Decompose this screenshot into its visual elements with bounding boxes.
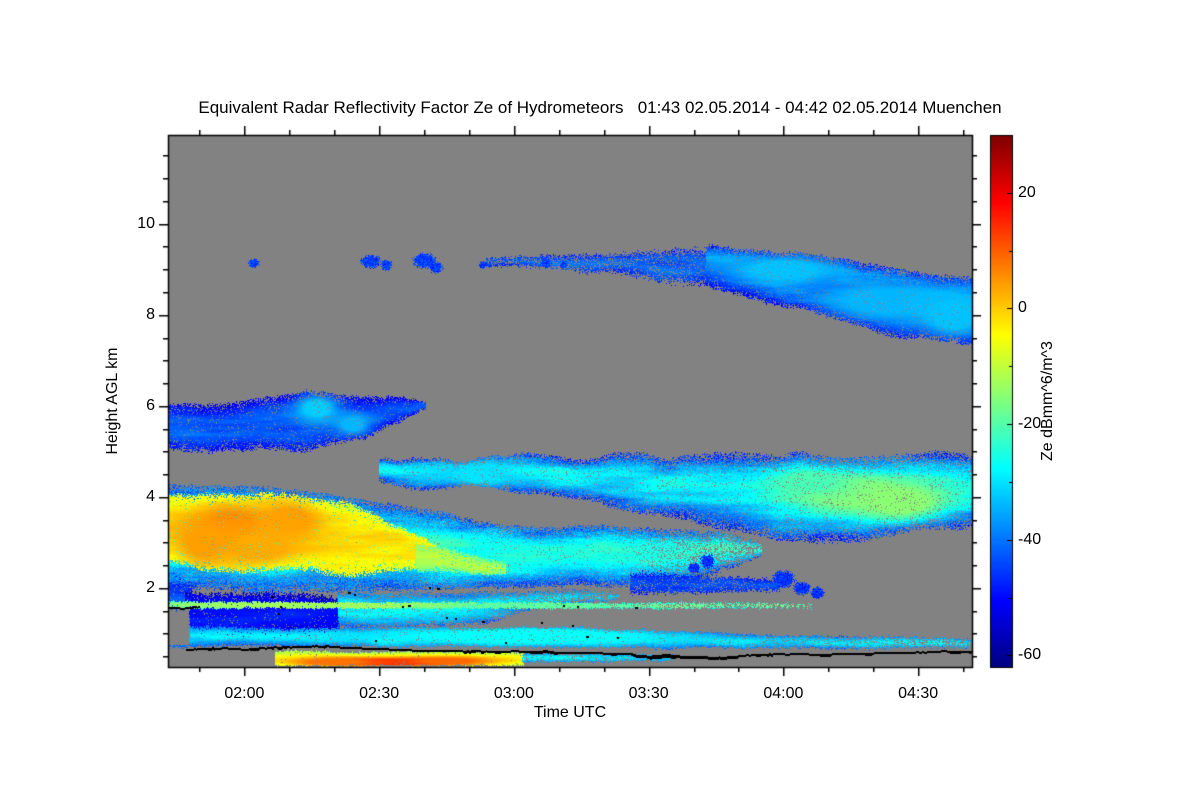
- colorbar-tick-label: 20: [1018, 183, 1036, 201]
- y-tick-label: 8: [146, 305, 155, 323]
- y-tick-label: 4: [146, 487, 155, 505]
- chart-title: Equivalent Radar Reflectivity Factor Ze …: [198, 98, 1002, 117]
- colorbar-tick-label: -20: [1018, 415, 1042, 433]
- x-tick-label: 04:30: [898, 685, 939, 702]
- y-tick-label: 10: [137, 214, 155, 232]
- y-tick-label: 6: [146, 396, 155, 414]
- x-tick-label: 02:00: [224, 685, 265, 702]
- colorbar-tick-label: 0: [1018, 299, 1027, 317]
- colorbar-tick-label: -40: [1018, 530, 1042, 548]
- y-tick-label: 2: [146, 578, 155, 596]
- x-tick-label: 02:30: [359, 685, 400, 702]
- x-axis-label: Time UTC: [533, 704, 607, 721]
- x-tick-label: 03:00: [493, 685, 534, 702]
- x-tick-label: 04:00: [763, 685, 804, 702]
- colorbar-tick-label: -60: [1018, 646, 1042, 664]
- x-tick-label: 03:30: [628, 685, 669, 702]
